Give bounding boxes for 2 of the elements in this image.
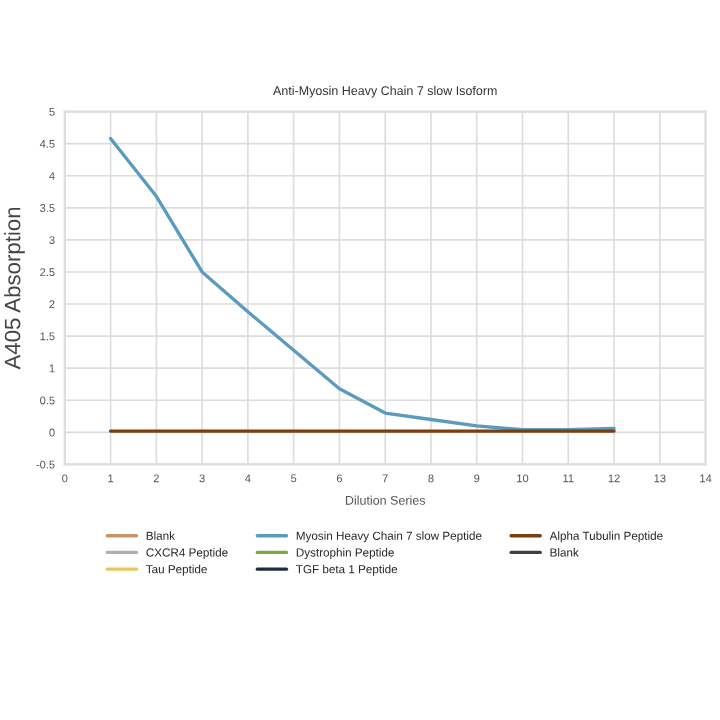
y-axis-title: A405 Absorption [4,207,25,370]
line-series [108,136,616,432]
